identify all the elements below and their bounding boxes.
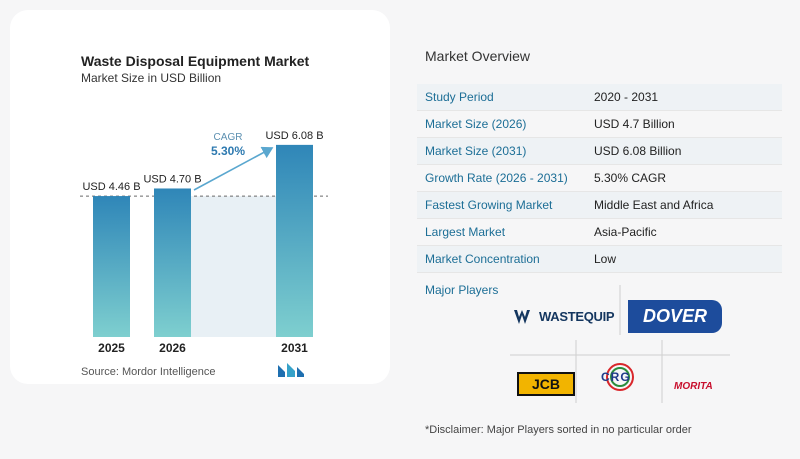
wastequip-logo: WASTEQUIP <box>514 309 615 324</box>
row-value: Asia-Pacific <box>594 225 657 239</box>
table-row: Market Size (2031) USD 6.08 Billion <box>417 138 782 165</box>
cagr-label: CAGR <box>214 132 243 143</box>
row-key: Largest Market <box>425 225 506 239</box>
row-key: Growth Rate (2026 - 2031) <box>425 171 568 185</box>
mordor-logo-icon <box>278 363 304 377</box>
table-row: Study Period 2020 - 2031 <box>417 84 782 111</box>
cagr-arrow <box>193 146 274 191</box>
row-key: Market Size (2026) <box>425 117 527 131</box>
row-value: USD 4.7 Billion <box>594 117 675 131</box>
table-row: Market Concentration Low <box>417 246 782 273</box>
major-players-title: Major Players <box>425 283 499 297</box>
bar-2031 <box>276 144 313 337</box>
disclaimer: *Disclaimer: Major Players sorted in no … <box>425 424 692 436</box>
x-tick-2031: 2031 <box>281 341 308 355</box>
crg-text: CRG <box>601 370 631 384</box>
bar-2026 <box>154 188 191 337</box>
row-value: Low <box>594 252 617 266</box>
row-key: Market Size (2031) <box>425 144 527 158</box>
row-value: 5.30% CAGR <box>594 171 667 185</box>
jcb-logo: JCB <box>517 372 575 396</box>
table-row: Largest Market Asia-Pacific <box>417 219 782 246</box>
chart-title: Waste Disposal Equipment Market <box>81 53 310 69</box>
data-label-2026: USD 4.70 B <box>143 173 201 185</box>
chart-subtitle: Market Size in USD Billion <box>81 71 222 85</box>
data-label-2031: USD 6.08 B <box>265 130 323 142</box>
overview-title: Market Overview <box>425 48 531 64</box>
row-key: Market Concentration <box>425 252 540 266</box>
x-tick-2026: 2026 <box>159 341 186 355</box>
players-grid <box>510 285 730 403</box>
table-row: Market Size (2026) USD 4.7 Billion <box>417 111 782 138</box>
morita-text: MORITA <box>674 381 713 392</box>
bar-2025 <box>93 196 130 337</box>
cagr-shaded-area <box>191 196 276 337</box>
row-value: 2020 - 2031 <box>594 90 659 104</box>
row-key: Study Period <box>425 90 494 104</box>
bar-chart: USD 4.46 B 2025 USD 4.70 B 2026 USD 6.08 B 20… <box>80 130 328 355</box>
x-tick-2025: 2025 <box>98 341 125 355</box>
table-row: Growth Rate (2026 - 2031) 5.30% CAGR <box>417 165 782 192</box>
row-value: USD 6.08 Billion <box>594 144 682 158</box>
wastequip-mark-icon <box>514 309 530 324</box>
dover-text: DOVER <box>642 306 707 326</box>
dover-logo: DOVER <box>628 300 722 333</box>
source-label: Source: Mordor Intelligence <box>81 366 216 378</box>
row-key: Fastest Growing Market <box>425 198 553 212</box>
wastequip-text: WASTEQUIP <box>539 309 615 324</box>
crg-mark-icon <box>606 363 634 391</box>
row-value: Middle East and Africa <box>594 198 714 212</box>
data-label-2025: USD 4.46 B <box>82 181 140 193</box>
morita-logo: MORITA <box>674 376 713 394</box>
cagr-value: 5.30% <box>211 144 245 158</box>
jcb-text: JCB <box>531 376 560 392</box>
table-row: Fastest Growing Market Middle East and A… <box>417 192 782 219</box>
crg-logo: CRG <box>596 362 644 396</box>
